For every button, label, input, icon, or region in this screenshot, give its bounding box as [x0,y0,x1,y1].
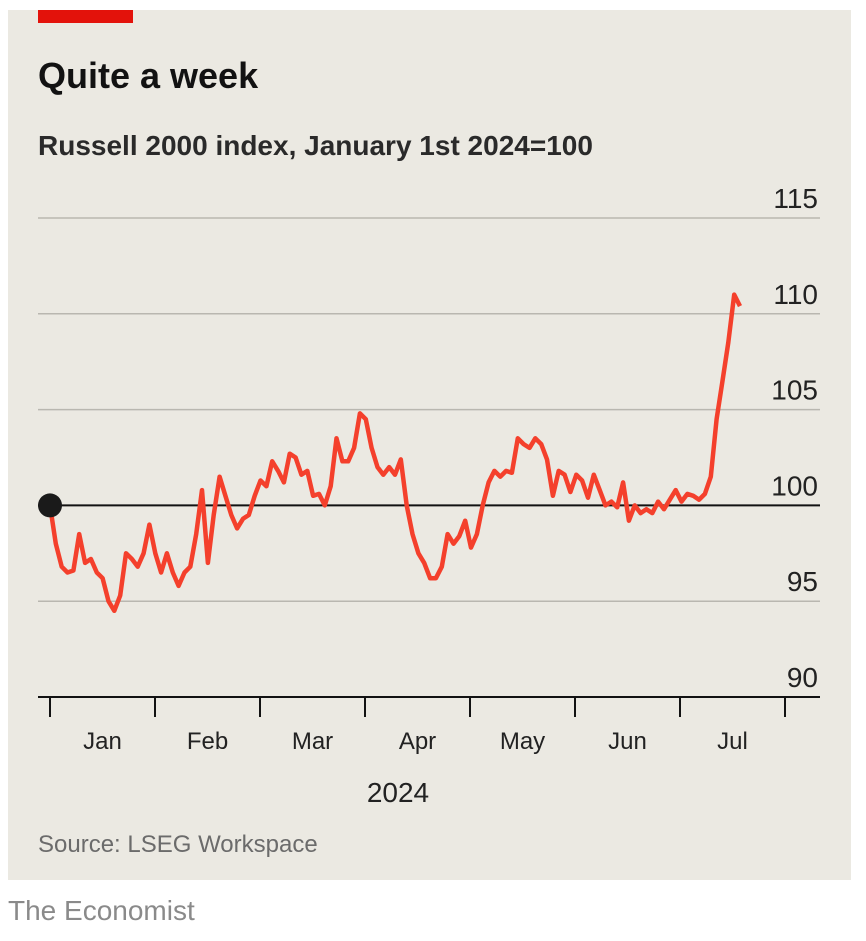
line [47,292,743,614]
y-tick-label: 90 [787,662,818,693]
brand-bar [38,10,133,23]
credit: The Economist [8,895,195,926]
x-tick-label: Apr [399,728,436,755]
panel [8,10,851,880]
y-tick-label: 110 [773,279,818,310]
x-tick-label: Jan [83,728,122,755]
x-tick-label: May [500,728,545,755]
x-axis-label: 2024 [367,777,429,808]
y-tick-label: 100 [771,470,818,501]
y-tick-label: 105 [771,375,818,406]
x-tick-label: Jul [717,728,748,755]
source: Source: LSEG Workspace [38,831,318,858]
x-tick-label: Jun [608,728,647,755]
start-dot [38,493,62,518]
y-tick-label: 95 [787,566,818,597]
x-tick-label: Feb [187,728,228,755]
y-tick-label: 115 [773,183,818,214]
x-tick-label: Mar [292,728,333,755]
chart-subtitle: Russell 2000 index, January 1st 2024=100 [38,130,593,161]
chart-title: Quite a week [38,55,259,96]
